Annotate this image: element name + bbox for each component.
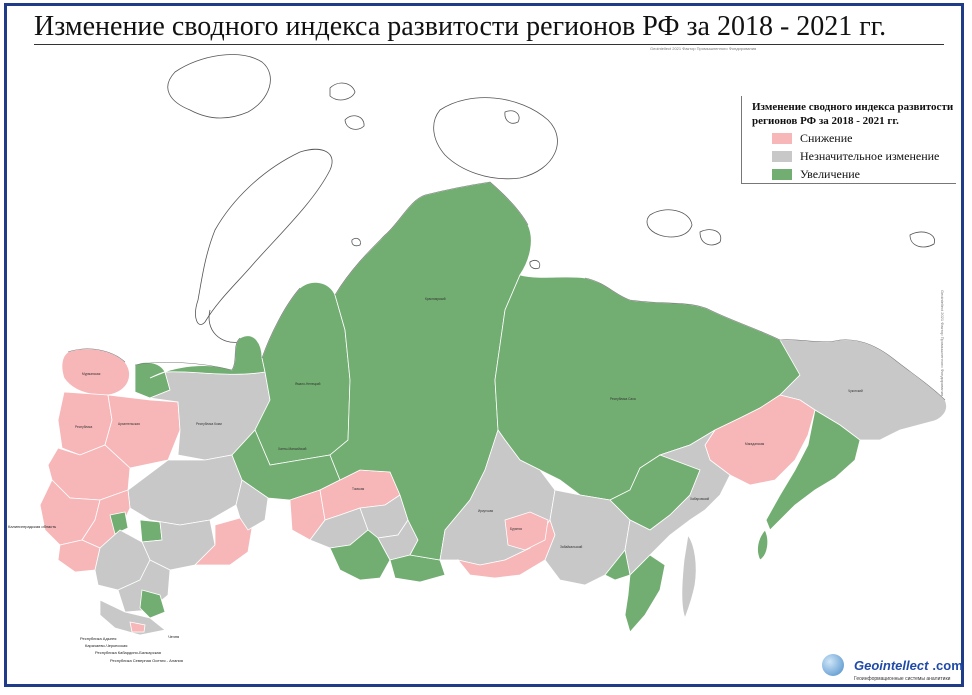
legend-label-decrease: Снижение [800, 131, 853, 145]
legend-item-neutral: Незначительное изменение [752, 149, 956, 164]
legend-label-neutral: Незначительное изменение [800, 149, 940, 163]
island-arctic-ring [208, 309, 241, 343]
label-irkutsk: Иркутская [478, 509, 493, 513]
label-chukotka: Чукотский [848, 389, 863, 393]
label-khmao: Ханты-Мансийский [278, 447, 307, 451]
label-kchr: Карачаево-Черкесская [85, 643, 127, 648]
island-small-a [529, 260, 541, 270]
region-zabaikalsky [544, 489, 631, 586]
label-zabaikalsky: Забайкальский [560, 545, 583, 549]
region-caucasus-green [139, 589, 166, 619]
region-kamchatka-tip [757, 529, 769, 561]
label-khabarovsk: Хабаровский [690, 497, 709, 501]
geointellect-logo: Geointellect .com Геоинформационные систе… [822, 652, 963, 688]
label-karelia: Республика [75, 425, 92, 429]
region-sakhalin [681, 533, 697, 620]
label-yakutia: Республика Саха [610, 397, 636, 401]
label-magadan: Магаданская [745, 442, 765, 446]
label-yanao: Ямало-Ненецкий [295, 382, 321, 386]
label-tomsk: Томская [352, 487, 364, 491]
label-buryatia: Бурятия [510, 527, 522, 531]
island-severnaya-1 [329, 82, 356, 101]
island-novosibirsk-1 [646, 209, 693, 238]
region-yamalo-nenets [254, 281, 351, 466]
arctic-islands [167, 54, 936, 343]
island-taimyr-small [504, 110, 520, 124]
label-komi: Республика Коми [196, 422, 222, 426]
regions [39, 181, 947, 636]
legend-label-increase: Увеличение [800, 167, 861, 181]
island-severnaya-zemlya [433, 97, 558, 180]
region-caucasus-pink [129, 621, 146, 633]
credit-text: Geointellect 2021 Фактор Промышленного Ф… [650, 46, 757, 51]
map-region-labels: Мурманская Архангельская Республика Респ… [75, 297, 863, 549]
label-murmansk: Мурманская [82, 372, 101, 376]
region-central-a [127, 454, 243, 526]
label-krasnoyarsk: Красноярский [425, 297, 446, 301]
island-novaya-zemlya [195, 148, 333, 325]
label-arkhangelsk: Архангельская [118, 422, 140, 426]
logo-name: Geointellect .com [854, 658, 963, 673]
region-south-a [57, 539, 101, 573]
label-chechnya: Чечня [168, 634, 179, 639]
legend-swatch-neutral [772, 151, 792, 162]
label-kaliningrad: Калининградская область [8, 524, 56, 529]
region-kamchatka [765, 409, 861, 531]
region-irkutsk-pink-inner [504, 511, 549, 551]
island-small-b [351, 237, 361, 247]
legend-item-increase: Увеличение [752, 167, 956, 182]
region-sverdlovsk [235, 479, 269, 531]
legend-swatch-decrease [772, 133, 792, 144]
legend-title-line2: регионов РФ за 2018 - 2021 гг. [752, 115, 899, 127]
label-north-ossetia: Республика Северная Осетия - Алания [110, 658, 183, 663]
label-adygea: Республика Адыгея [80, 636, 116, 641]
page-title: Изменение сводного индекса развитости ре… [34, 10, 944, 45]
legend-item-decrease: Снижение [752, 131, 956, 146]
region-central-green-1 [109, 511, 129, 535]
island-severnaya-2 [344, 115, 365, 130]
globe-icon [822, 654, 844, 676]
logo-tagline: Геоинформационные системы аналитики [854, 676, 951, 682]
region-yamal-cape [149, 335, 266, 379]
coastline-outline [67, 181, 946, 401]
side-labels: Калининградская область Республика Адыге… [8, 524, 183, 663]
region-jewish-ao [604, 549, 631, 581]
logo-name-main: Geointellect [854, 658, 929, 673]
region-primorye [624, 554, 666, 633]
island-franz-josef [167, 54, 271, 119]
region-khabarovsk [624, 429, 731, 576]
region-caucasus-grey [99, 599, 166, 636]
legend-title-line1: Изменение сводного индекса развитости [752, 101, 954, 113]
island-novosibirsk-2 [699, 229, 722, 246]
island-wrangel [909, 231, 936, 248]
legend-swatch-increase [772, 169, 792, 180]
region-central-green-2 [139, 519, 163, 543]
logo-name-suffix: .com [932, 658, 963, 673]
map-legend: Изменение сводного индекса развитости ре… [741, 96, 956, 184]
label-kbr: Республика Кабардино-Балкарская [95, 650, 161, 655]
